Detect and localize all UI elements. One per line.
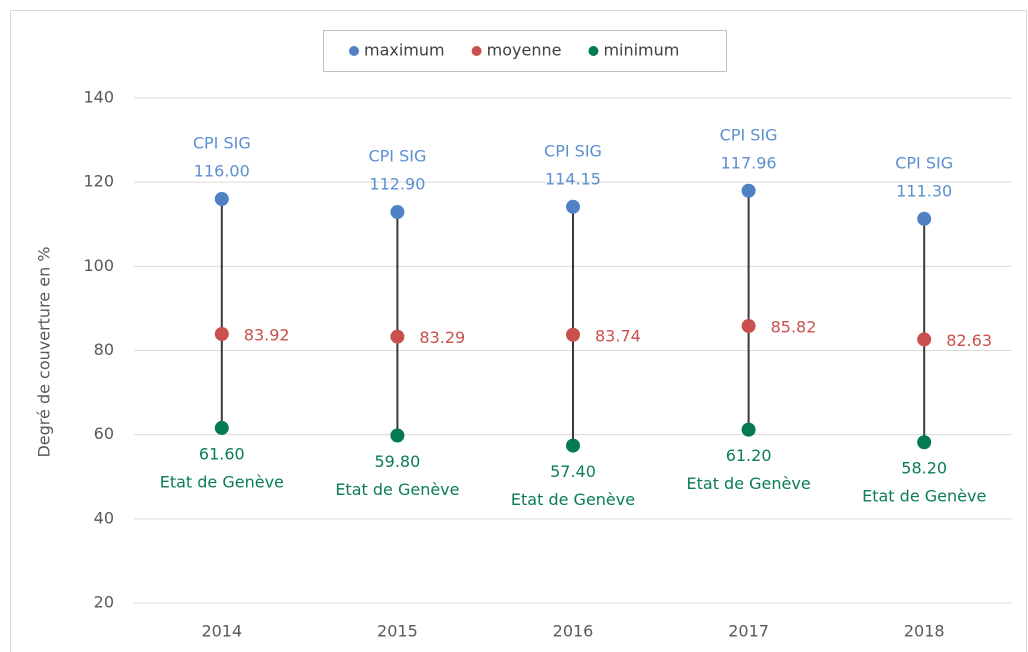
value-label: 57.40 <box>550 462 596 481</box>
dot <box>917 332 932 347</box>
point-label: Etat de Genève <box>335 480 459 499</box>
value-label: 83.74 <box>595 326 641 345</box>
value-label: 59.80 <box>374 452 420 471</box>
dot <box>390 428 405 443</box>
value-label: 111.30 <box>896 181 952 200</box>
y-tick-label: 140 <box>83 88 114 107</box>
value-label: 114.15 <box>545 169 601 188</box>
value-label: 61.20 <box>726 446 772 465</box>
x-tick-label: 2018 <box>904 622 945 641</box>
dot <box>566 438 580 453</box>
value-label: 116.00 <box>194 162 250 181</box>
x-tick-label: 2017 <box>728 622 769 641</box>
point-label: Etat de Genève <box>511 490 635 509</box>
value-label: 85.82 <box>771 318 817 337</box>
y-tick-label: 60 <box>94 424 114 443</box>
value-label: 61.60 <box>199 444 245 463</box>
y-tick-label: 120 <box>83 172 114 191</box>
value-label: 58.20 <box>901 459 947 478</box>
legend-marker <box>471 46 482 56</box>
dot <box>214 327 229 342</box>
value-label: 83.92 <box>244 326 290 345</box>
x-tick-label: 2016 <box>553 622 594 641</box>
x-tick-label: 2015 <box>377 622 418 641</box>
chart-frame <box>10 10 1027 652</box>
point-label: Etat de Genève <box>687 474 811 493</box>
dot <box>214 192 229 206</box>
point-label: CPI SIG <box>193 134 251 153</box>
x-tick-label: 2014 <box>201 622 242 641</box>
legend-box <box>323 30 727 72</box>
legend-label: moyenne <box>487 41 562 60</box>
legend-marker <box>588 46 599 56</box>
value-label: 117.96 <box>721 153 777 172</box>
y-tick-label: 20 <box>94 593 114 612</box>
dot <box>741 319 756 334</box>
dot <box>917 211 932 226</box>
y-axis-label: Degré de couverture en % <box>35 246 54 457</box>
point-label: CPI SIG <box>895 153 953 172</box>
legend-label: maximum <box>364 41 445 60</box>
legend-label: minimum <box>603 41 679 60</box>
dot <box>390 329 405 344</box>
y-tick-label: 40 <box>94 508 114 527</box>
value-label: 82.63 <box>946 331 992 350</box>
dot <box>917 435 932 450</box>
dot <box>214 420 229 435</box>
value-label: 112.90 <box>369 175 425 194</box>
dot <box>566 199 580 214</box>
point-label: Etat de Genève <box>862 487 986 506</box>
y-tick-label: 100 <box>83 256 114 275</box>
point-label: Etat de Genève <box>160 472 284 491</box>
point-label: CPI SIG <box>368 147 426 166</box>
y-tick-label: 80 <box>94 340 114 359</box>
legend-marker <box>349 46 359 56</box>
dot <box>390 205 405 220</box>
point-label: CPI SIG <box>544 141 602 160</box>
dot <box>741 183 756 198</box>
dot <box>741 422 756 437</box>
point-label: CPI SIG <box>720 125 778 144</box>
value-label: 83.29 <box>419 328 465 347</box>
dot <box>566 327 580 342</box>
